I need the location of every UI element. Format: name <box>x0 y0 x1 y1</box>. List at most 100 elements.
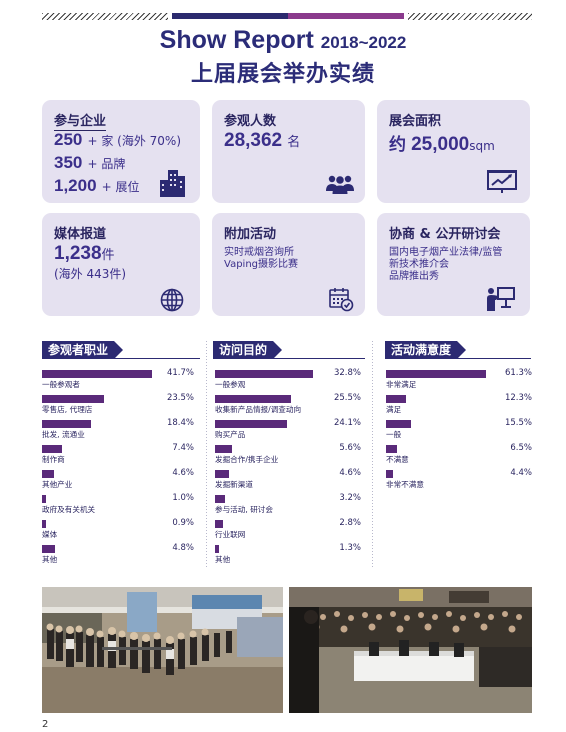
page-subtitle: 上届展会举办实绩 <box>190 62 375 87</box>
card-title: 展会面积 <box>389 114 442 129</box>
chart-category-label: 购买产品 <box>215 430 246 439</box>
company-unit: + 家 (海外 70%) <box>87 134 182 148</box>
chart-value-label: 61.3% <box>504 368 532 378</box>
chart-bar <box>215 495 225 503</box>
chart-row: 一般 15.5% <box>386 416 532 441</box>
chart-value-label: 4.8% <box>172 543 194 553</box>
media-unit: 件 <box>101 248 115 263</box>
event-item-1: 实时戒烟咨询所 <box>224 247 294 258</box>
calendar-icon <box>329 288 354 312</box>
card-title: 参观人数 <box>224 114 277 129</box>
exhibitor-booth-line: 1,200 + 展位 <box>54 176 140 196</box>
chart-category-label: 媒体 <box>42 530 58 539</box>
chart-value-label: 4.6% <box>172 468 194 478</box>
column-divider <box>206 341 207 569</box>
chart-value-label: 4.6% <box>339 468 361 478</box>
chart-bar <box>42 470 54 478</box>
survey-header-occupation: 参观者职业 <box>42 341 124 359</box>
chart-value-label: 23.5% <box>166 393 194 403</box>
chart-category-label: 参与活动, 研讨会 <box>215 505 273 514</box>
area-unit: sqm <box>469 139 495 153</box>
card-visitors: 参观人数 28,362 名 <box>212 100 365 203</box>
chart-bar <box>386 395 406 403</box>
chart-row: 其他 1.3% <box>215 541 361 566</box>
chart-category-label: 不满意 <box>386 455 409 464</box>
chart-value-label: 25.5% <box>333 393 361 403</box>
exhibition-crowd-photo <box>42 587 283 713</box>
chart-category-label: 其他产业 <box>42 480 73 489</box>
chart-category-label: 非常不满意 <box>386 480 424 489</box>
chart-category-label: 其他 <box>215 555 231 564</box>
chart-row: 非常满足 61.3% <box>386 366 532 391</box>
chart-row: 行业联网 2.8% <box>215 516 361 541</box>
exhibitor-brand-line: 350 + 品牌 <box>54 153 125 173</box>
survey-rule-purpose <box>213 358 365 359</box>
header-hatch-left <box>42 13 168 20</box>
header-accent-bar <box>172 13 404 19</box>
card-title: 参与企业 <box>54 110 107 131</box>
booth-count: 1,200 <box>54 176 97 195</box>
chart-row: 其他产业 4.6% <box>42 466 194 491</box>
company-count: 250 <box>54 130 83 149</box>
people-icon <box>326 175 354 194</box>
chart-value-label: 1.3% <box>339 543 361 553</box>
seminar-item-1: 国内电子烟产业法律/监管 <box>389 247 503 258</box>
chart-row: 其他 4.8% <box>42 541 194 566</box>
chart-category-label: 一般参观者 <box>42 380 80 389</box>
chart-category-label: 满足 <box>386 405 402 414</box>
chart-category-label: 政府及有关机关 <box>42 505 96 514</box>
chart-value-label: 15.5% <box>504 418 532 428</box>
chart-category-label: 制作商 <box>42 455 65 464</box>
survey-header-satisfaction: 活动满意度 <box>385 341 467 359</box>
chart-row: 收集新产品情报/调查动向 25.5% <box>215 391 361 416</box>
chart-bar <box>42 495 46 503</box>
title-years: 2018~2022 <box>320 33 407 52</box>
globe-icon <box>160 288 184 312</box>
card-events: 附加活动 实时戒烟咨询所 Vaping摄影比赛 <box>212 213 365 316</box>
area-prefix: 约 <box>389 135 406 154</box>
chart-category-label: 批发, 流通业 <box>42 430 85 439</box>
chart-value-label: 12.3% <box>504 393 532 403</box>
chart-category-label: 零售店, 代理店 <box>42 405 93 414</box>
brand-count: 350 <box>54 153 83 172</box>
chart-bar <box>215 470 229 478</box>
page-title: Show Report 2018~2022 <box>0 26 566 55</box>
chart-bar <box>42 445 62 453</box>
chart-bar <box>215 420 287 428</box>
visitor-unit: 名 <box>287 135 301 150</box>
chart-bar <box>215 370 313 378</box>
chart-bar <box>215 545 219 553</box>
chart-row: 一般参观 32.8% <box>215 366 361 391</box>
column-divider <box>372 341 373 569</box>
area-value: 25,000 <box>411 134 470 155</box>
chart-value-label: 18.4% <box>166 418 194 428</box>
chart-value-label: 0.9% <box>172 518 194 528</box>
survey-header-purpose: 访问目的 <box>213 341 283 359</box>
chart-row: 批发, 流通业 18.4% <box>42 416 194 441</box>
chart-value-label: 5.6% <box>339 443 361 453</box>
media-count-line: 1,238件 <box>54 243 115 265</box>
card-media: 媒体报道 1,238件 (海外 443件) <box>42 213 200 316</box>
event-item-2: Vaping摄影比赛 <box>224 259 299 270</box>
speaker-board-icon <box>487 287 515 311</box>
card-title: 协商 & 公开研讨会 <box>389 227 501 242</box>
buildings-icon <box>160 170 185 197</box>
chart-bar <box>42 420 91 428</box>
seminar-item-2: 新技术推介会 <box>389 259 449 270</box>
media-overseas: (海外 443件) <box>54 267 127 281</box>
brand-unit: + 品牌 <box>87 157 126 171</box>
chart-row: 政府及有关机关 1.0% <box>42 491 194 516</box>
card-area: 展会面积 约 25,000sqm <box>377 100 530 203</box>
title-main: Show Report <box>159 26 314 54</box>
chart-value-label: 41.7% <box>166 368 194 378</box>
chart-purpose: 一般参观 32.8% 收集新产品情报/调查动向 25.5% 购买产品 24.1% 发掘合作/… <box>215 366 361 576</box>
header-hatch-right <box>408 13 532 20</box>
chart-bar <box>42 520 46 528</box>
chart-category-label: 非常满足 <box>386 380 417 389</box>
chart-bar <box>42 545 55 553</box>
chart-value-label: 24.1% <box>333 418 361 428</box>
chart-row: 参与活动, 研讨会 3.2% <box>215 491 361 516</box>
chart-bar <box>42 395 104 403</box>
visitor-count: 28,362 <box>224 130 283 151</box>
chart-category-label: 收集新产品情报/调查动向 <box>215 405 302 414</box>
